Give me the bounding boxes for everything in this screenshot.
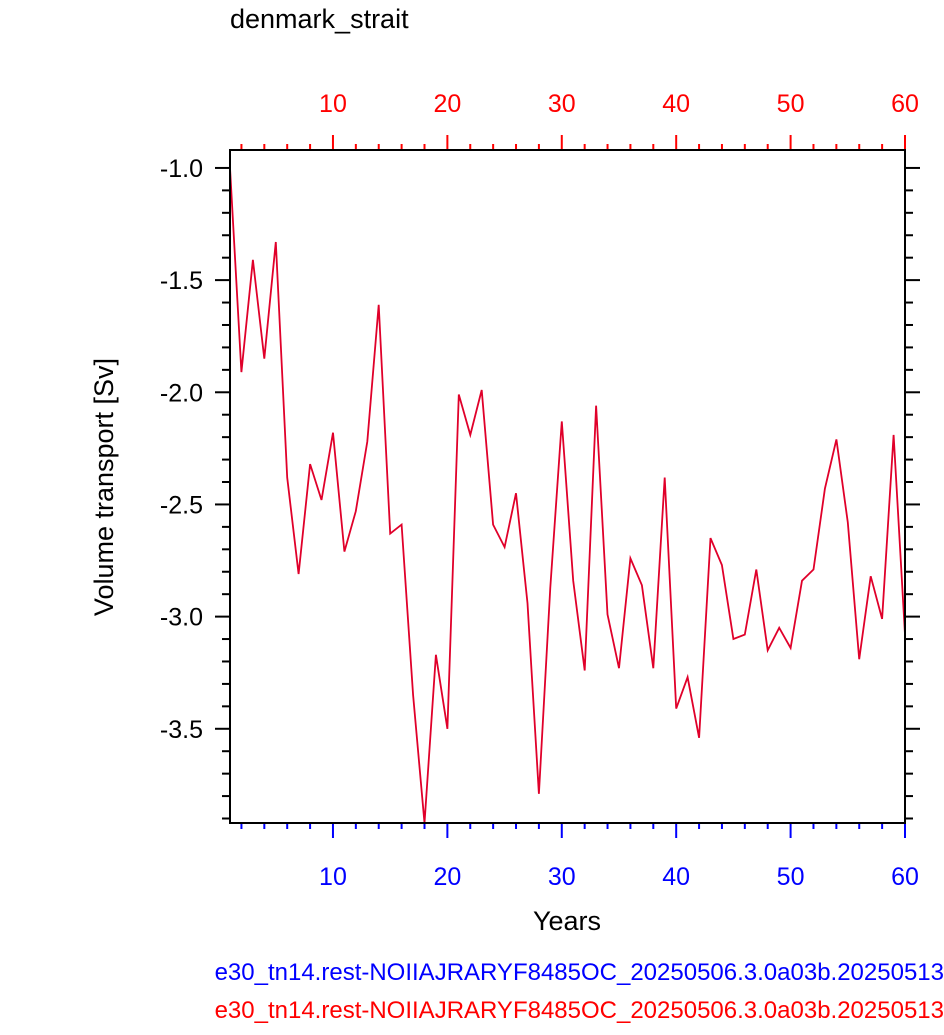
- y-tick-label: -1.0: [160, 155, 203, 183]
- top-x-tick-label: 10: [319, 90, 347, 118]
- y-tick-label: -2.5: [160, 491, 203, 519]
- x-axis-label: Years: [533, 906, 601, 936]
- top-axis: 10 20 30 40 50 60: [240, 90, 919, 150]
- plot-frame: [229, 149, 906, 824]
- x-tick-label: 60: [891, 863, 919, 891]
- chart-title: denmark_strait: [230, 4, 409, 34]
- x-tick-label: 10: [319, 863, 347, 891]
- x-tick-label: 20: [433, 863, 461, 891]
- caption-line-2: e30_tn14.rest-NOIIAJRARYF8485OC_20250506…: [215, 997, 944, 1024]
- x-tick-label: 40: [662, 863, 690, 891]
- top-x-tick-label: 60: [891, 90, 919, 118]
- top-x-tick-label: 40: [662, 90, 690, 118]
- top-x-tick-label: 30: [548, 90, 576, 118]
- left-axis: -1.0 -1.5 -2.0 -2.5 -3.0 -3.5: [160, 155, 230, 820]
- bottom-axis: 10 20 30 40 50 60: [240, 823, 919, 891]
- plot-series: [229, 167, 906, 824]
- series-line: [229, 167, 906, 824]
- top-x-tick-label: 20: [433, 90, 461, 118]
- x-tick-label: 50: [777, 863, 805, 891]
- y-tick-label: -1.5: [160, 267, 203, 295]
- y-tick-label: -2.0: [160, 379, 203, 407]
- y-axis-label: Volume transport [Sv]: [89, 358, 119, 616]
- x-tick-label: 30: [548, 863, 576, 891]
- y-tick-label: -3.0: [160, 604, 203, 632]
- y-tick-label: -3.5: [160, 716, 203, 744]
- caption-line-1: e30_tn14.rest-NOIIAJRARYF8485OC_20250506…: [215, 959, 944, 986]
- top-x-tick-label: 50: [777, 90, 805, 118]
- right-axis: [905, 166, 920, 820]
